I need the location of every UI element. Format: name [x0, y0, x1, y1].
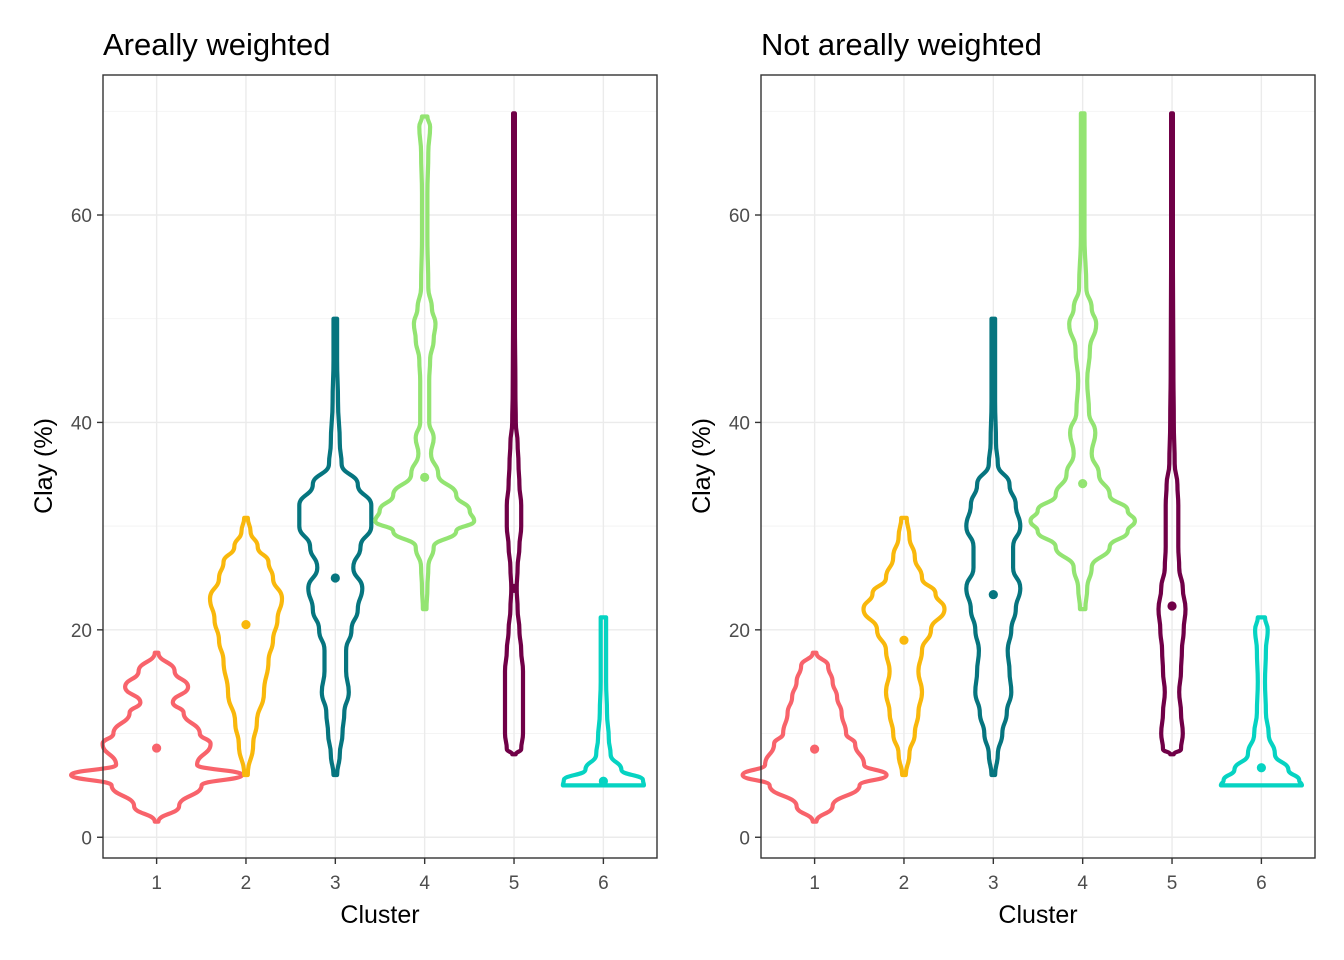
- mean-point-cluster-6: [598, 776, 608, 786]
- x-tick-label: 3: [330, 873, 341, 894]
- y-tick-label: 0: [81, 828, 92, 849]
- y-tick-label: 20: [71, 621, 92, 642]
- mean-point-cluster-3: [330, 573, 340, 583]
- violin-cluster-3: [964, 316, 1023, 778]
- violin-cluster-6: [560, 615, 646, 788]
- y-tick-label: 40: [729, 413, 750, 434]
- mean-point-cluster-5: [509, 583, 519, 593]
- x-tick-label: 2: [899, 873, 910, 894]
- violin-cluster-4: [373, 114, 477, 612]
- violin-cluster-2: [207, 515, 285, 778]
- x-tick-label: 5: [1167, 873, 1178, 894]
- mean-point-cluster-6: [1256, 763, 1266, 773]
- x-tick-label: 3: [988, 873, 999, 894]
- x-axis-title: Cluster: [340, 901, 419, 929]
- mean-point-cluster-4: [420, 472, 430, 482]
- y-tick-label: 60: [729, 206, 750, 227]
- violin-cluster-5: [502, 111, 526, 757]
- grid-layer: [761, 75, 1315, 858]
- y-tick-label: 20: [729, 621, 750, 642]
- violin-cluster-3: [297, 316, 374, 778]
- x-tick-label: 4: [1077, 873, 1088, 894]
- panel-frame: [102, 74, 658, 859]
- violin-cluster-2: [861, 515, 947, 778]
- plot-area: [761, 75, 1315, 858]
- mean-point-cluster-5: [1167, 601, 1177, 611]
- axis-ticks: 0 20 40 60 1 2 3 4 5 6: [71, 206, 609, 894]
- x-axis-title: Cluster: [998, 901, 1077, 929]
- violin-layer: [740, 111, 1304, 824]
- mean-point-cluster-4: [1078, 479, 1088, 489]
- violin-cluster-1: [740, 650, 889, 824]
- mean-point-cluster-1: [810, 744, 820, 754]
- y-tick-label: 40: [71, 413, 92, 434]
- plot-area: [103, 75, 657, 858]
- y-tick-label: 60: [71, 206, 92, 227]
- y-axis-title: Clay (%): [30, 418, 58, 514]
- x-tick-label: 1: [809, 873, 820, 894]
- axis-ticks: 0 20 40 60 1 2 3 4 5 6: [729, 206, 1267, 894]
- x-tick-label: 2: [241, 873, 252, 894]
- violin-cluster-6: [1218, 615, 1304, 788]
- x-tick-label: 6: [598, 873, 609, 894]
- y-tick-label: 0: [739, 828, 750, 849]
- grid-layer: [103, 75, 657, 858]
- panel-frame: [760, 74, 1316, 859]
- chart-panel-2: Not areally weighted 0 20 40 60 1 2 3 4 5 6 Clust…: [688, 27, 1316, 929]
- x-tick-label: 6: [1256, 873, 1267, 894]
- violin-cluster-1: [69, 650, 245, 824]
- chart-title: Areally weighted: [103, 27, 330, 62]
- violin-layer: [69, 111, 646, 824]
- chart-panel-1: Areally weighted 0 20 40 60 1 2 3 4 5 6 Cluster C…: [30, 27, 658, 929]
- x-tick-label: 1: [151, 873, 162, 894]
- mean-point-cluster-3: [988, 589, 998, 600]
- mean-point-cluster-2: [899, 635, 909, 645]
- mean-point-cluster-1: [152, 743, 162, 753]
- x-tick-label: 4: [419, 873, 430, 894]
- chart-title: Not areally weighted: [761, 27, 1042, 62]
- violin-cluster-4: [1028, 111, 1137, 612]
- x-tick-label: 5: [509, 873, 520, 894]
- mean-point-cluster-2: [241, 620, 251, 630]
- violin-cluster-5: [1156, 111, 1188, 757]
- y-axis-title: Clay (%): [688, 418, 716, 514]
